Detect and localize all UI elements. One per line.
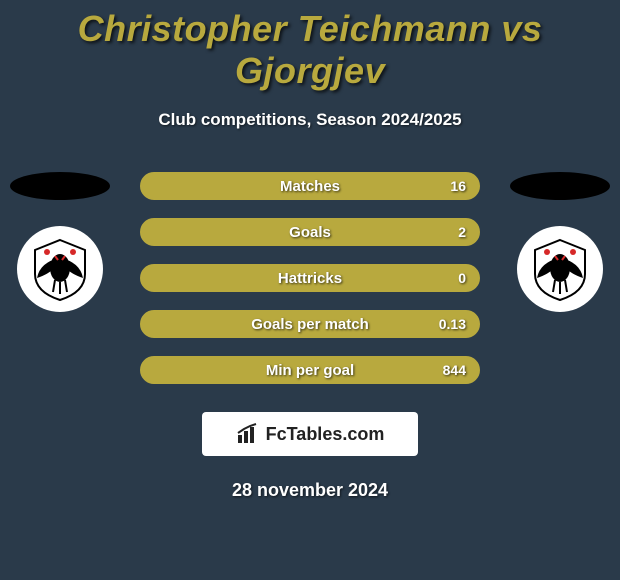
watermark-badge: FcTables.com [202,412,418,456]
stat-right-value: 0 [458,270,466,286]
watermark-text: FcTables.com [266,424,385,445]
club-badge-right [517,226,603,312]
stat-bar-min-per-goal: Min per goal 844 [140,356,480,384]
stat-label: Goals [289,224,331,241]
stat-label: Hattricks [278,270,342,287]
player-left-silhouette [10,172,110,200]
stat-right-value: 16 [450,178,466,194]
stat-label: Goals per match [251,316,369,333]
stat-bar-matches: Matches 16 [140,172,480,200]
bar-chart-icon [236,423,262,445]
stat-bars: Matches 16 Goals 2 Hattricks 0 Goals per… [140,172,480,384]
stat-right-value: 2 [458,224,466,240]
page-title: Christopher Teichmann vs Gjorgjev [0,0,620,92]
stat-label: Min per goal [266,362,354,379]
eagle-crest-icon [525,234,595,304]
comparison-area: Matches 16 Goals 2 Hattricks 0 Goals per… [0,172,620,384]
stat-label: Matches [280,178,340,195]
stat-bar-goals: Goals 2 [140,218,480,246]
player-right-column [500,172,620,312]
player-right-silhouette [510,172,610,200]
stat-right-value: 844 [443,362,466,378]
eagle-crest-icon [25,234,95,304]
club-badge-left [17,226,103,312]
stat-right-value: 0.13 [439,316,466,332]
subtitle: Club competitions, Season 2024/2025 [0,110,620,130]
stat-bar-hattricks: Hattricks 0 [140,264,480,292]
player-left-column [0,172,120,312]
stat-bar-goals-per-match: Goals per match 0.13 [140,310,480,338]
date-text: 28 november 2024 [0,480,620,501]
